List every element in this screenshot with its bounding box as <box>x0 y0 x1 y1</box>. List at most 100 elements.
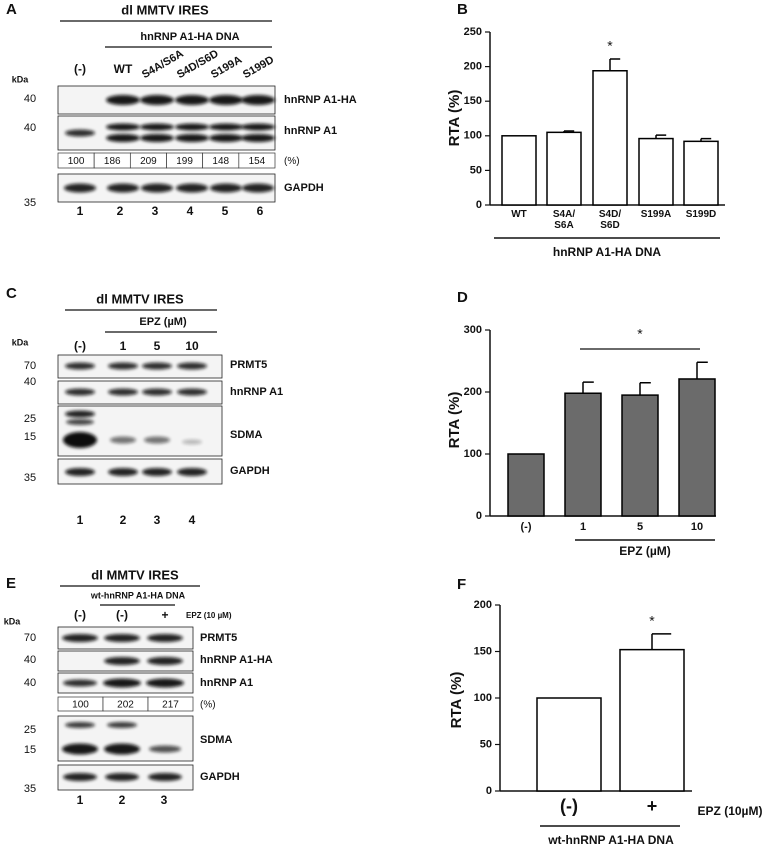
band <box>146 678 184 688</box>
band <box>65 722 95 728</box>
quant-unit: (%) <box>284 156 300 167</box>
band <box>148 773 182 781</box>
x-tick-label: S4D/ S6D <box>598 209 622 231</box>
band <box>104 634 140 642</box>
lane-number: 3 <box>161 793 168 807</box>
error-bar <box>609 58 621 71</box>
lane-number: 1 <box>77 793 84 807</box>
y-axis-title: RTA (%) <box>446 90 463 147</box>
quant-unit: (%) <box>200 700 216 711</box>
bar <box>619 648 685 792</box>
lane-number: 2 <box>119 793 126 807</box>
y-tick-label: 100 <box>464 130 482 142</box>
lane-number: 4 <box>189 513 196 527</box>
bar <box>536 697 602 792</box>
lane-number: 2 <box>120 513 127 527</box>
construct-label: dl MMTV IRES <box>121 2 209 17</box>
band <box>140 134 174 142</box>
bar <box>638 137 674 206</box>
band <box>110 436 136 444</box>
y-tick-label: 100 <box>464 448 482 460</box>
x-tick-label: (-) <box>560 796 578 816</box>
lane-number: 3 <box>154 513 161 527</box>
y-axis-title: RTA (%) <box>448 672 465 729</box>
band <box>106 134 140 142</box>
lane-label: (-) <box>116 608 128 622</box>
mw-marker: 35 <box>24 197 36 209</box>
lane-number: 3 <box>152 204 159 218</box>
band <box>65 362 95 370</box>
error-bar <box>582 381 594 394</box>
mw-marker: 25 <box>24 413 36 425</box>
protein-label: GAPDH <box>200 771 240 783</box>
mw-marker: 70 <box>24 632 36 644</box>
x-tick-label: S4A/ S6A <box>552 209 576 231</box>
band <box>177 468 207 476</box>
mw-marker: 40 <box>24 654 36 666</box>
y-tick-label: 150 <box>464 95 482 107</box>
band <box>108 388 138 396</box>
band <box>175 123 209 131</box>
bar <box>678 378 716 517</box>
band <box>209 95 243 105</box>
protein-label: hnRNP A1 <box>230 386 283 398</box>
band <box>107 183 139 193</box>
lane-label: (-) <box>74 62 86 76</box>
bar <box>564 392 602 517</box>
band <box>242 183 274 193</box>
y-tick-label: 300 <box>464 324 482 336</box>
quant-cell <box>238 152 276 169</box>
treatment-label: wt-hnRNP A1-HA DNA <box>90 590 186 600</box>
mw-marker: 40 <box>24 122 36 134</box>
lane-label: 10 <box>185 339 199 353</box>
band <box>176 183 208 193</box>
x-tick-label: WT <box>511 209 527 220</box>
lane-treatment: EPZ (10 µM) <box>186 611 232 620</box>
panel-letter: F <box>457 576 466 593</box>
quant-value: 217 <box>162 700 179 711</box>
band <box>175 95 209 105</box>
kda-label: kDa <box>12 337 30 347</box>
protein-label: PRMT5 <box>200 632 237 644</box>
panel-letter: C <box>6 285 17 302</box>
y-tick-label: 0 <box>476 199 482 211</box>
bar <box>683 140 719 206</box>
protein-label: hnRNP A1 <box>200 677 253 689</box>
band <box>182 439 202 445</box>
band <box>209 123 243 131</box>
band <box>175 134 209 142</box>
lane-label: (-) <box>74 608 86 622</box>
protein-label: hnRNP A1-HA <box>200 654 273 666</box>
band <box>104 657 140 665</box>
significance-mark: * <box>607 38 613 54</box>
blot-strip <box>57 354 223 379</box>
x-tick-label: S199D <box>685 209 717 220</box>
protein-label: SDMA <box>200 734 232 746</box>
y-tick-label: 100 <box>474 692 492 704</box>
quant-value: 186 <box>104 156 121 167</box>
x-axis-title: wt-hnRNP A1-HA DNA <box>547 833 674 847</box>
band <box>210 183 242 193</box>
band <box>65 388 95 396</box>
lane-label: (-) <box>74 339 86 353</box>
y-tick-label: 200 <box>464 386 482 398</box>
protein-label: hnRNP A1 <box>284 125 337 137</box>
mw-marker: 35 <box>24 783 36 795</box>
band <box>142 362 172 370</box>
y-tick-label: 200 <box>464 61 482 73</box>
band <box>142 388 172 396</box>
panel-letter: D <box>457 289 468 306</box>
band <box>177 388 207 396</box>
error-bar <box>700 137 712 142</box>
mw-marker: 40 <box>24 376 36 388</box>
mw-marker: 40 <box>24 677 36 689</box>
x-tick-label: 10 <box>690 521 704 533</box>
band <box>149 745 181 753</box>
x-tick-label: (-) <box>520 521 532 533</box>
panel-letter: E <box>6 575 16 592</box>
band <box>65 410 95 418</box>
error-bar <box>563 130 575 133</box>
protein-label: GAPDH <box>284 182 324 194</box>
y-tick-label: 250 <box>464 26 482 38</box>
